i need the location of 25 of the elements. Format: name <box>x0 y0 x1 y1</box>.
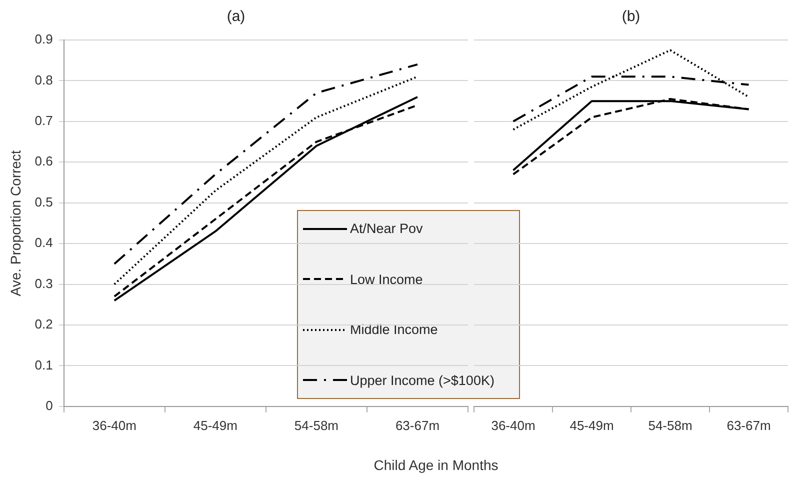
y-tick-label: 0.4 <box>34 235 53 250</box>
legend-label: Upper Income (>$100K) <box>350 372 494 388</box>
legend-label: At/Near Pov <box>350 221 423 236</box>
y-tick-label: 0.3 <box>34 276 53 291</box>
chart-title: (a) <box>226 8 246 26</box>
y-axis-title: Ave. Proportion Correct <box>7 150 24 296</box>
chart-title: (b) <box>622 8 640 26</box>
y-tick-label: 0.1 <box>34 357 53 372</box>
x-tick-label: 63-67m <box>726 418 771 433</box>
y-tick-label: 0.6 <box>34 154 53 169</box>
y-tick-label: 0 <box>46 398 53 413</box>
y-tick-label: 0.2 <box>34 316 53 332</box>
y-tick-label: 0.8 <box>34 72 53 88</box>
x-tick-label: 54-58m <box>648 418 692 433</box>
x-tick-label: 63-67m <box>395 418 440 433</box>
legend-label: Low Income <box>350 272 423 287</box>
x-axis-title: Child Age in Months <box>372 457 500 473</box>
x-tick-label: 45-49m <box>193 418 238 433</box>
x-tick-label: 36-40m <box>92 418 136 433</box>
x-tick-label: 45-49m <box>570 418 614 433</box>
y-tick-label: 0.5 <box>34 194 53 210</box>
x-tick-label: 54-58m <box>294 418 338 433</box>
x-tick-label: 36-40m <box>491 418 536 433</box>
y-tick-label: 0.7 <box>34 113 53 128</box>
y-tick-label: 0.9 <box>34 32 53 47</box>
